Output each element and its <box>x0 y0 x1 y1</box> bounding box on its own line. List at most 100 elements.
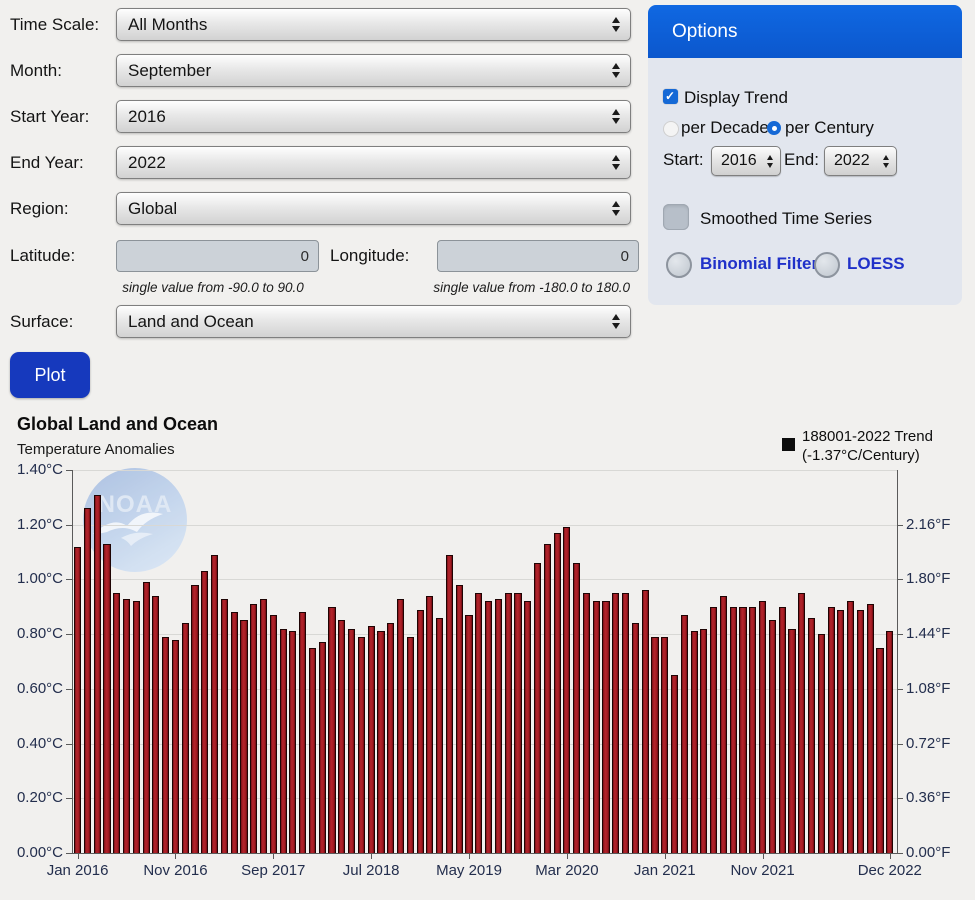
bar <box>739 607 747 853</box>
bar <box>162 637 170 853</box>
bar <box>308 648 317 853</box>
longitude-hint: single value from -180.0 to 180.0 <box>433 280 630 295</box>
plot-button[interactable]: Plot <box>10 352 90 398</box>
bar <box>406 637 414 853</box>
bar <box>543 544 551 853</box>
display-trend-checkbox[interactable] <box>663 89 678 104</box>
bar <box>465 615 473 853</box>
chart-subtitle: Temperature Anomalies <box>17 441 175 458</box>
bar <box>455 585 463 853</box>
bar <box>416 610 424 853</box>
bar <box>886 631 894 853</box>
y-axis-tick <box>897 579 903 581</box>
binomial-radio[interactable] <box>666 252 692 278</box>
options-panel: Options Display Trend per Decade per Cen… <box>648 5 962 305</box>
bar <box>719 596 728 853</box>
bar <box>759 601 767 853</box>
bar <box>357 637 365 853</box>
x-axis-label: Jul 2018 <box>342 862 400 879</box>
x-axis-label: Jan 2021 <box>633 862 696 879</box>
trend-end-label: End: <box>784 150 819 169</box>
bar <box>396 599 405 853</box>
month-label: Month: <box>10 61 62 80</box>
month-select[interactable]: September <box>116 54 631 87</box>
y-axis-label-fahrenheit: 1.08°F <box>906 679 951 697</box>
bar <box>729 607 737 853</box>
bar <box>710 607 718 853</box>
trend-start-label: Start: <box>663 150 704 169</box>
bar <box>250 604 258 853</box>
y-axis-label-fahrenheit: 1.80°F <box>906 570 951 588</box>
noaa-logo: NOAA <box>83 468 187 572</box>
bar <box>494 599 502 853</box>
bar <box>289 631 297 853</box>
y-axis-tick <box>66 743 72 745</box>
latitude-input[interactable]: 0 <box>116 240 319 272</box>
y-axis-tick <box>897 524 903 526</box>
bar <box>230 612 238 853</box>
start-year-select[interactable]: 2016 <box>116 100 631 133</box>
region-label: Region: <box>10 199 69 218</box>
x-axis-tick <box>371 853 373 859</box>
options-title: Options <box>672 20 738 42</box>
region-select[interactable]: Global <box>116 192 631 225</box>
longitude-input[interactable]: 0 <box>437 240 639 272</box>
bar <box>876 648 884 853</box>
y-axis-label-fahrenheit: 0.36°F <box>906 789 951 807</box>
y-axis-tick <box>66 798 72 800</box>
y-axis-label-fahrenheit: 0.00°F <box>906 844 951 861</box>
bar <box>680 615 688 853</box>
x-axis-tick <box>889 853 891 859</box>
gridline <box>72 634 897 636</box>
bar <box>436 618 444 853</box>
smoothed-checkbox[interactable] <box>663 204 689 230</box>
bar <box>74 547 82 853</box>
options-header: Options <box>648 5 962 58</box>
x-axis-tick <box>175 853 177 859</box>
x-axis-label: May 2019 <box>436 862 502 879</box>
chart-title: Global Land and Ocean <box>17 414 219 434</box>
start-year-label: Start Year: <box>10 107 90 126</box>
y-axis-tick <box>66 853 72 854</box>
trend-end-select[interactable]: 2022 <box>824 146 897 176</box>
per-century-radio[interactable] <box>767 121 781 135</box>
bar <box>426 596 434 853</box>
y-axis-tick <box>897 634 903 636</box>
y-axis-tick <box>66 579 72 581</box>
longitude-label: Longitude: <box>330 246 410 265</box>
per-decade-radio[interactable] <box>663 121 679 137</box>
y-axis-tick <box>897 688 903 690</box>
bar <box>768 620 776 853</box>
trend-start-select[interactable]: 2016 <box>711 146 781 176</box>
bar <box>122 599 131 853</box>
select-spinner-icon <box>883 154 889 168</box>
y-axis-label-celsius: 0.40°C <box>16 734 63 752</box>
bar <box>181 623 189 853</box>
y-axis-label-celsius: 1.00°C <box>16 570 63 588</box>
bar <box>259 599 268 853</box>
bar <box>504 593 512 853</box>
loess-radio[interactable] <box>814 252 840 278</box>
bar <box>807 618 816 853</box>
bar <box>749 607 757 853</box>
end-year-select[interactable]: 2022 <box>116 146 631 179</box>
bar <box>631 623 639 853</box>
bar <box>573 563 581 853</box>
trend-legend: 188001-2022 Trend (-1.37°C/Century) <box>802 428 933 464</box>
select-spinner-icon <box>612 63 620 78</box>
time-scale-select[interactable]: All Months <box>116 8 631 41</box>
bar <box>524 601 532 853</box>
bar <box>377 631 385 853</box>
x-axis-tick <box>762 853 764 859</box>
surface-select[interactable]: Land and Ocean <box>116 305 631 338</box>
x-axis-tick <box>273 853 275 859</box>
bar <box>622 593 630 853</box>
bar <box>827 607 835 853</box>
bar <box>201 571 209 853</box>
smoothed-label: Smoothed Time Series <box>700 209 872 228</box>
select-spinner-icon <box>612 314 620 329</box>
y-axis-tick <box>897 798 903 800</box>
loess-label: LOESS <box>847 254 905 273</box>
bar <box>700 629 708 853</box>
bar <box>328 607 336 853</box>
